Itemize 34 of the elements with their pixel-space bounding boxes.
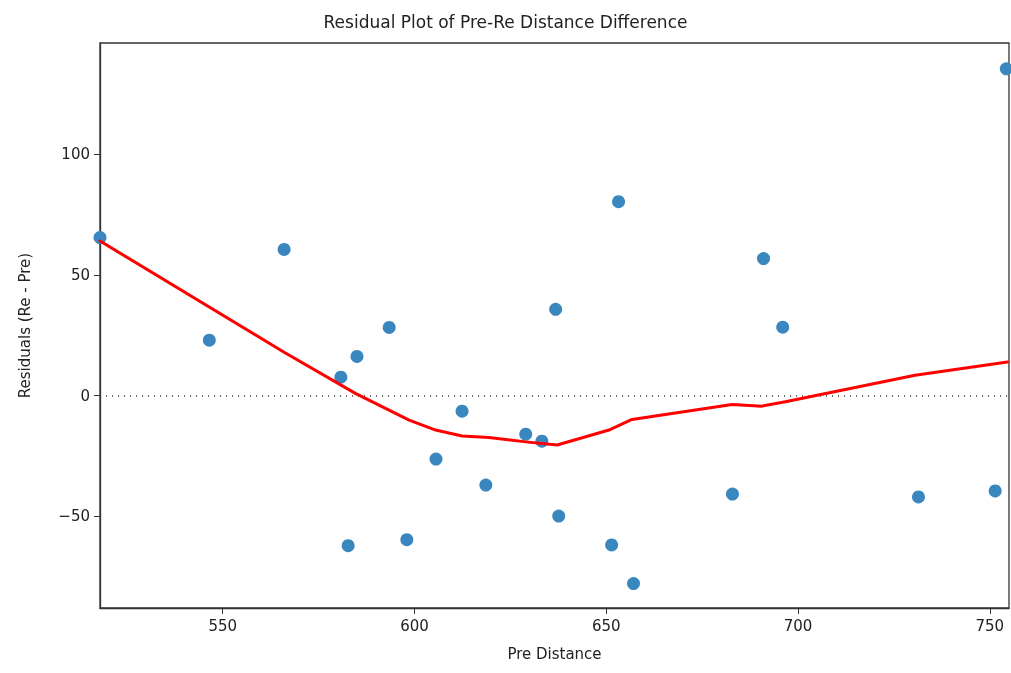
point — [999, 62, 1011, 76]
point — [757, 252, 771, 266]
point — [725, 487, 739, 501]
point — [382, 320, 396, 334]
y-tick-label: 100 — [61, 145, 90, 164]
x-tick-label: 600 — [400, 616, 429, 635]
point — [479, 478, 493, 492]
point — [912, 490, 925, 504]
x-tick-label: 650 — [591, 616, 621, 635]
point — [202, 333, 216, 347]
point — [627, 577, 641, 591]
x-tick-label: 700 — [783, 616, 813, 635]
point — [400, 533, 414, 547]
y-axis-title: Residuals (Re - Pre) — [15, 252, 34, 399]
x-tick-label: 750 — [975, 616, 1005, 635]
point — [341, 539, 355, 553]
y-tick-label: 0 — [80, 386, 90, 405]
point — [552, 509, 566, 523]
point — [519, 427, 533, 441]
point — [988, 484, 1002, 498]
y-tick-label: −50 — [58, 507, 90, 526]
point — [455, 404, 469, 418]
y-tick-label: 50 — [70, 265, 90, 284]
point — [605, 538, 619, 552]
x-axis-title: Pre Distance — [507, 644, 602, 663]
point — [334, 370, 348, 384]
chart-title: Residual Plot of Pre-Re Distance Difference — [323, 11, 688, 32]
point — [350, 349, 364, 363]
point — [612, 195, 626, 209]
point — [429, 452, 443, 466]
x-tick-label: 550 — [208, 616, 238, 635]
point — [549, 302, 563, 316]
point — [776, 320, 790, 334]
point — [277, 242, 291, 256]
